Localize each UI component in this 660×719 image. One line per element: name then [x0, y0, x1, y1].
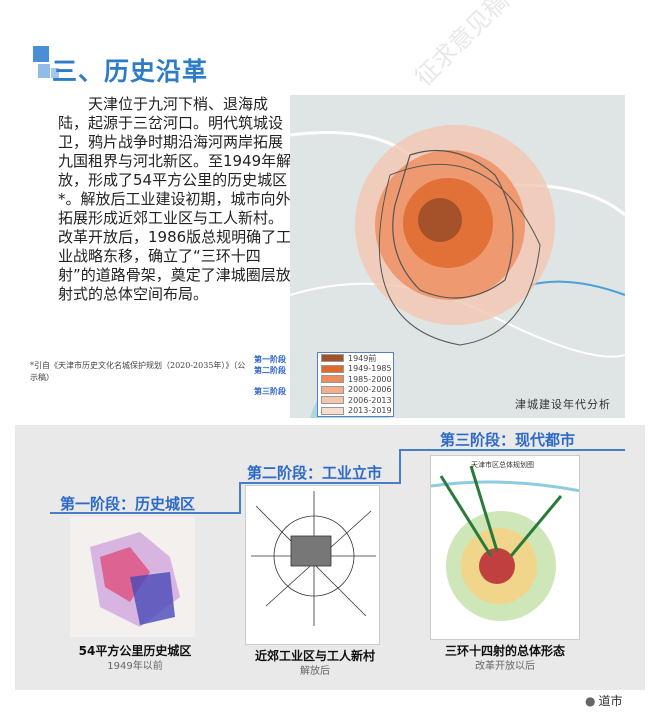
legend-item: 1949-1985 [318, 364, 393, 375]
stage-1-label: 第一阶段：历史城区 [60, 495, 196, 513]
legend-label: 1949前 [348, 353, 377, 363]
legend-swatch [321, 406, 344, 415]
historic-district-map [70, 517, 195, 637]
legend-item: 2006-2013 [318, 395, 393, 406]
body-paragraph: 天津位于九河下梢、退海成陆，起源于三岔河口。明代筑城设卫，鸦片战争时期沿海河两岸… [58, 95, 292, 303]
map-stage-label: 第三阶段 [254, 387, 286, 396]
stage-3-caption: 三环十四射的总体形态 [444, 644, 565, 658]
title-decoration [51, 68, 59, 78]
map-graphic [290, 125, 625, 418]
industrial-district-map [245, 485, 380, 645]
legend-item: 1949前 [318, 353, 393, 364]
watermark: 征求意见稿 [409, 0, 515, 92]
stage-3-period: 改革开放以后 [475, 661, 535, 672]
stage-2-label: 第二阶段：工业立市 [247, 464, 383, 482]
legend-label: 1985-2000 [348, 374, 392, 384]
map-legend: 1949前 1949-1985 1985-2000 2000-2006 2006-201… [317, 352, 394, 417]
stage-2-caption: 近郊工业区与工人新村 [254, 649, 375, 663]
logo-text: 道市 [598, 694, 623, 708]
stages-panel: 第一阶段：历史城区 第二阶段：工业立市 第三阶段：现代都市 天津市区总体规划图 … [15, 425, 645, 690]
legend-label: 2000-2006 [348, 385, 392, 395]
legend-swatch [321, 375, 344, 384]
legend-swatch [321, 354, 344, 363]
wechat-icon: ● [585, 693, 596, 708]
legend-item: 2013-2019 [318, 406, 393, 417]
legend-swatch [321, 396, 344, 405]
stage-step-line [50, 449, 625, 514]
stage-2-period: 解放后 [300, 666, 330, 677]
legend-item: 1985-2000 [318, 374, 393, 385]
legend-label: 2006-2013 [348, 395, 392, 405]
map-stage-label: 第一阶段 [254, 355, 286, 364]
master-plan-title: 天津市区总体规划图 [471, 461, 534, 469]
legend-swatch [321, 385, 344, 394]
wechat-logo: ● 道市 [585, 692, 623, 709]
title-decoration [38, 64, 50, 78]
legend-item: 2000-2006 [318, 385, 393, 396]
legend-label: 1949-1985 [348, 364, 392, 374]
stage-1-caption: 54平方公里历史城区 [78, 644, 192, 658]
legend-label: 2013-2019 [348, 406, 392, 416]
map-caption: 津城建设年代分析 [515, 398, 611, 411]
title-decoration [33, 46, 49, 62]
map-stage-label: 第二阶段 [254, 366, 286, 375]
section-title: 三、历史沿革 [52, 57, 209, 86]
footnote: *引自《天津市历史文化名城保护规划（2020-2035年）》（公示稿） [30, 361, 246, 382]
stage-3-label: 第三阶段：现代都市 [440, 431, 576, 449]
master-plan-map: 天津市区总体规划图 [430, 455, 580, 640]
legend-swatch [321, 364, 344, 373]
stage-1-period: 1949年以前 [107, 661, 163, 672]
